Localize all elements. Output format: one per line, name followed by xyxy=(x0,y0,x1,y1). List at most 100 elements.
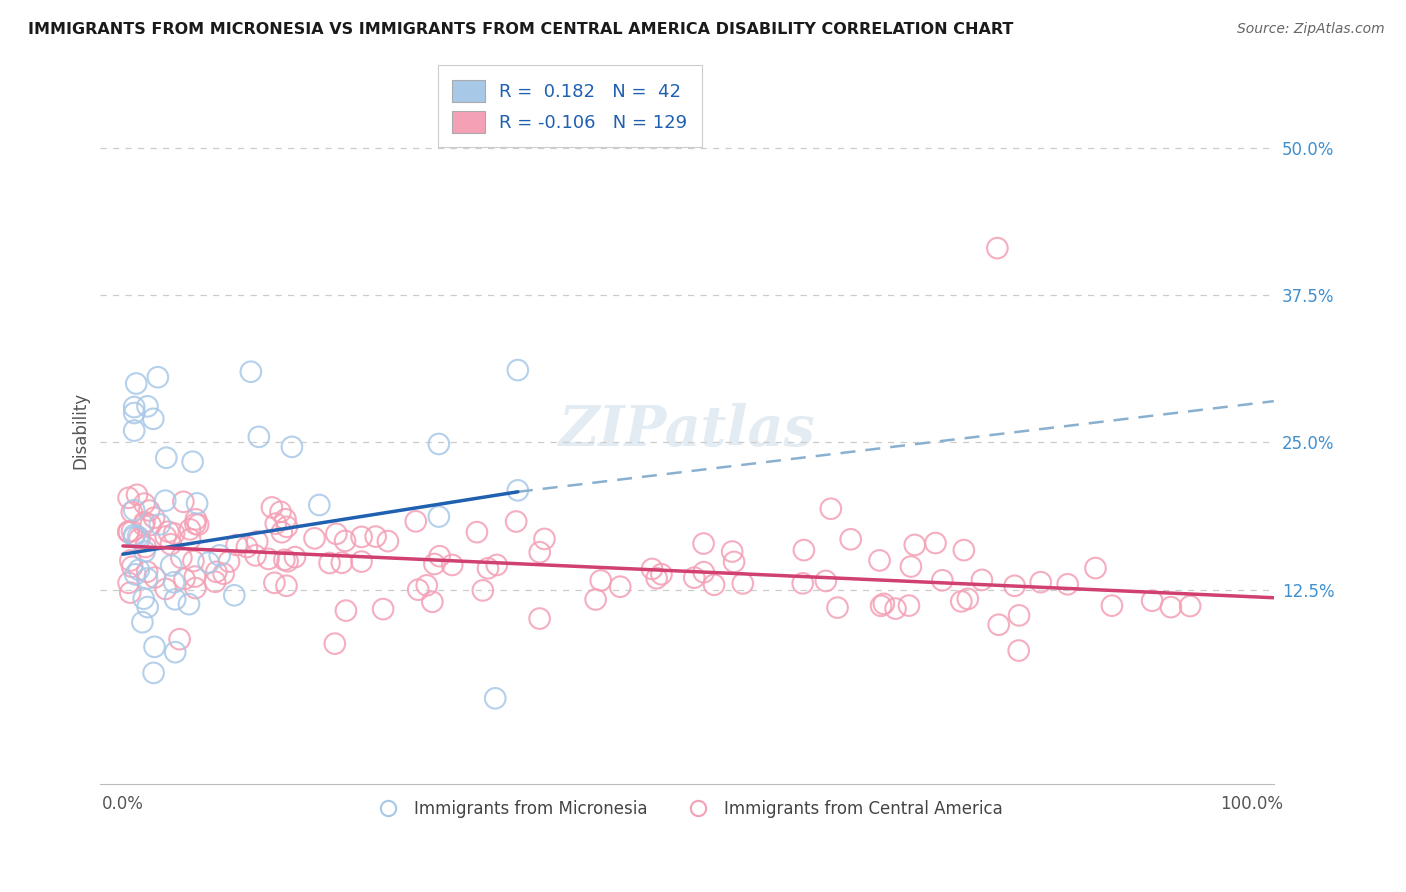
Point xyxy=(308,498,330,512)
Point xyxy=(146,370,169,384)
Y-axis label: Disability: Disability xyxy=(72,392,89,469)
Point xyxy=(159,537,181,551)
Point xyxy=(155,450,177,465)
Point xyxy=(132,591,155,606)
Point xyxy=(364,530,387,544)
Point xyxy=(134,544,156,558)
Point xyxy=(330,556,353,570)
Point xyxy=(136,400,159,414)
Point xyxy=(477,561,499,575)
Point xyxy=(224,588,246,602)
Point xyxy=(970,573,993,587)
Point xyxy=(1084,561,1107,575)
Point xyxy=(609,580,631,594)
Point xyxy=(904,538,927,552)
Point xyxy=(134,497,156,511)
Point xyxy=(820,501,842,516)
Point xyxy=(179,532,201,546)
Point xyxy=(160,558,183,573)
Point xyxy=(142,412,165,426)
Point xyxy=(135,540,157,554)
Text: ZIPatlas: ZIPatlas xyxy=(558,403,815,458)
Point xyxy=(793,543,815,558)
Point xyxy=(270,505,292,519)
Point xyxy=(155,493,177,508)
Point xyxy=(165,645,187,659)
Point xyxy=(120,553,142,567)
Point xyxy=(184,581,207,595)
Point xyxy=(274,512,297,526)
Point xyxy=(183,554,205,568)
Point xyxy=(117,491,139,505)
Point xyxy=(427,437,450,451)
Point xyxy=(873,597,896,611)
Point xyxy=(465,525,488,540)
Point xyxy=(125,376,148,391)
Point xyxy=(184,569,207,583)
Point xyxy=(950,594,973,608)
Point xyxy=(323,637,346,651)
Point xyxy=(645,571,668,585)
Point xyxy=(122,424,145,438)
Point xyxy=(122,528,145,542)
Point xyxy=(371,602,394,616)
Point xyxy=(163,575,186,590)
Point xyxy=(121,524,143,539)
Point xyxy=(264,516,287,531)
Point xyxy=(589,574,612,588)
Legend: Immigrants from Micronesia, Immigrants from Central America: Immigrants from Micronesia, Immigrants f… xyxy=(364,794,1010,825)
Point xyxy=(120,585,142,599)
Point xyxy=(900,559,922,574)
Point xyxy=(956,591,979,606)
Point xyxy=(505,515,527,529)
Point xyxy=(318,556,340,570)
Point xyxy=(121,505,143,519)
Point xyxy=(276,579,298,593)
Point xyxy=(529,545,551,559)
Point xyxy=(225,538,247,552)
Point xyxy=(429,549,451,564)
Point xyxy=(814,574,837,588)
Point xyxy=(533,532,555,546)
Text: IMMIGRANTS FROM MICRONESIA VS IMMIGRANTS FROM CENTRAL AMERICA DISABILITY CORRELA: IMMIGRANTS FROM MICRONESIA VS IMMIGRANTS… xyxy=(28,22,1014,37)
Point xyxy=(169,632,191,647)
Point xyxy=(325,526,347,541)
Point xyxy=(1178,599,1201,613)
Point xyxy=(333,533,356,548)
Point xyxy=(157,524,180,539)
Point xyxy=(177,597,200,611)
Point xyxy=(186,496,208,510)
Point xyxy=(406,582,429,597)
Point xyxy=(641,562,664,576)
Point xyxy=(143,510,166,524)
Point xyxy=(931,574,953,588)
Point xyxy=(208,549,231,563)
Point xyxy=(284,550,307,565)
Point xyxy=(197,556,219,570)
Point xyxy=(1101,599,1123,613)
Point xyxy=(134,515,156,529)
Point xyxy=(239,365,262,379)
Point xyxy=(163,526,186,541)
Point xyxy=(1140,593,1163,607)
Point xyxy=(529,611,551,625)
Point xyxy=(236,540,259,554)
Point xyxy=(127,530,149,544)
Point xyxy=(257,552,280,566)
Point xyxy=(683,571,706,585)
Point xyxy=(165,592,187,607)
Point xyxy=(122,530,145,544)
Text: Source: ZipAtlas.com: Source: ZipAtlas.com xyxy=(1237,22,1385,37)
Point xyxy=(839,533,862,547)
Point xyxy=(792,576,814,591)
Point xyxy=(405,514,427,528)
Point xyxy=(122,503,145,517)
Point xyxy=(263,575,285,590)
Point xyxy=(139,518,162,533)
Point xyxy=(506,363,529,377)
Point xyxy=(205,565,228,579)
Point xyxy=(149,517,172,532)
Point xyxy=(142,665,165,680)
Point xyxy=(172,495,194,509)
Point xyxy=(721,544,744,558)
